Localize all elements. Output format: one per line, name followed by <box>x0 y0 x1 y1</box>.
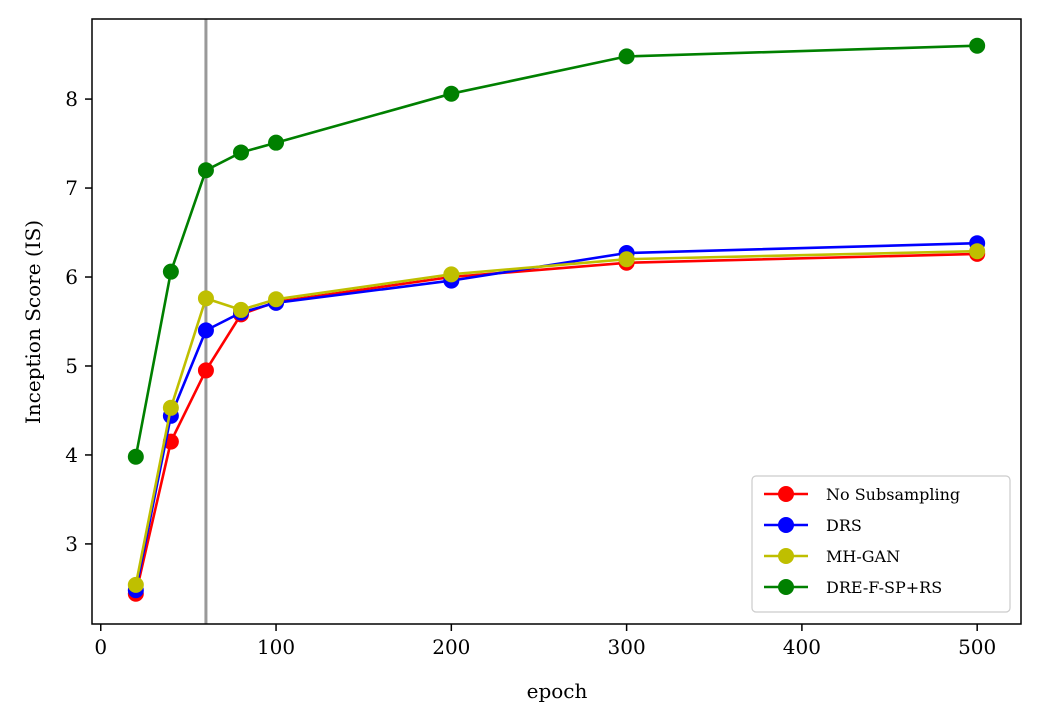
data-point-drs <box>197 322 214 339</box>
x-tick-label: 0 <box>94 635 107 659</box>
data-point-mh-gan <box>443 266 460 283</box>
legend-entry: DRS <box>764 516 862 535</box>
x-tick-label: 300 <box>608 635 646 659</box>
series-line-dre-f-sp-rs <box>134 44 978 457</box>
y-tick-label: 8 <box>65 87 78 111</box>
x-tick-label: 200 <box>432 635 470 659</box>
legend-label: DRE-F-SP+RS <box>826 578 942 597</box>
data-point-dre-f-sp-rs <box>232 144 249 161</box>
x-tick-label: 100 <box>257 635 295 659</box>
y-tick-label: 4 <box>65 443 78 467</box>
data-point-dre-f-sp-rs <box>197 162 214 179</box>
y-tick-label: 7 <box>65 176 78 200</box>
series-mh-gan <box>127 243 986 593</box>
y-tick-label: 5 <box>65 354 78 378</box>
data-point-dre-f-sp-rs <box>443 85 460 102</box>
series-dre-f-sp-rs <box>127 37 986 465</box>
data-point-mh-gan <box>969 243 986 260</box>
legend-label: No Subsampling <box>826 485 960 504</box>
data-point-mh-gan <box>162 399 179 416</box>
data-point-dre-f-sp-rs <box>618 48 635 65</box>
plot-area <box>127 19 986 624</box>
x-axis-label: epoch <box>527 679 588 703</box>
data-point-mh-gan <box>127 576 144 593</box>
legend-entry: No Subsampling <box>764 485 960 504</box>
legend-entry: DRE-F-SP+RS <box>764 578 942 597</box>
data-point-mh-gan <box>618 251 635 268</box>
legend-marker <box>778 579 794 595</box>
data-point-no-subsampling <box>197 362 214 379</box>
data-point-dre-f-sp-rs <box>268 134 285 151</box>
y-tick-label: 6 <box>65 265 78 289</box>
legend-label: MH-GAN <box>826 547 900 566</box>
y-axis-label: Inception Score (IS) <box>21 220 45 424</box>
legend-box <box>751 475 1011 613</box>
legend-entry: MH-GAN <box>764 547 900 566</box>
data-point-dre-f-sp-rs <box>969 37 986 54</box>
data-point-dre-f-sp-rs <box>127 448 144 465</box>
data-point-mh-gan <box>197 290 214 307</box>
data-point-mh-gan <box>268 291 285 308</box>
data-point-mh-gan <box>232 301 249 318</box>
legend-marker <box>778 548 794 564</box>
series-line-mh-gan <box>134 249 978 586</box>
data-point-dre-f-sp-rs <box>162 263 179 280</box>
x-tick-label: 400 <box>783 635 821 659</box>
axes-frame <box>91 18 1022 625</box>
plot-content <box>127 19 986 624</box>
y-tick-label: 3 <box>65 532 78 556</box>
legend-marker <box>778 517 794 533</box>
legend-marker <box>778 486 794 502</box>
legend-label: DRS <box>826 516 862 535</box>
axes: 0 100 200 300 400 500 3 4 5 6 7 8 <box>65 18 1022 659</box>
x-tick-label: 500 <box>958 635 996 659</box>
legend: No Subsampling DRS MH-GAN DRE-F-SP+RS <box>751 475 1011 613</box>
series-line-drs <box>134 241 978 591</box>
